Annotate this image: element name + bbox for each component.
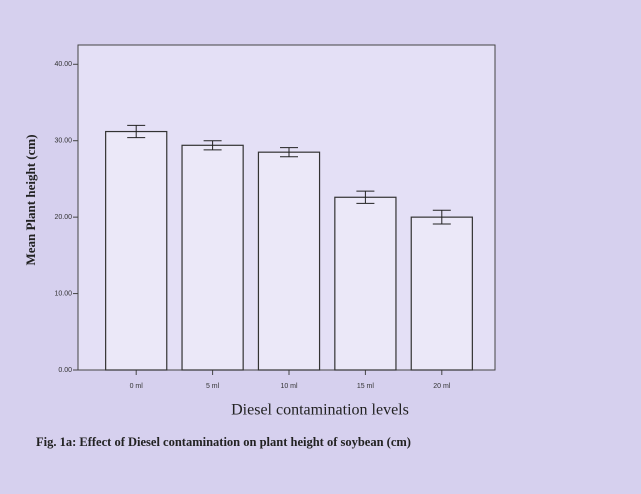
y-tick-label: 40.00 — [54, 61, 72, 68]
error-bar — [432, 209, 451, 225]
x-tick-label: 15 ml — [357, 383, 375, 390]
error-bar — [203, 140, 222, 151]
error-bar — [356, 190, 375, 204]
bar — [410, 216, 473, 371]
bar — [181, 144, 244, 371]
bar — [105, 130, 168, 371]
y-axis-label: Mean Plant height (cm) — [23, 134, 38, 265]
bar — [257, 151, 321, 371]
bar — [334, 196, 397, 371]
error-bar — [280, 147, 298, 158]
x-tick-label: 5 ml — [206, 383, 220, 390]
y-tick-label: 0.00 — [58, 367, 72, 374]
y-tick-label: 10.00 — [54, 290, 72, 297]
x-tick-label: 10 ml — [280, 383, 298, 390]
y-tick-label: 20.00 — [54, 214, 72, 221]
x-tick-label: 20 ml — [433, 383, 451, 390]
x-tick-label: 0 ml — [130, 383, 144, 390]
x-axis-label: Diesel contamination levels — [231, 402, 409, 419]
caption: Fig. 1a: Effect of Diesel contamination … — [36, 435, 411, 449]
y-tick-label: 30.00 — [54, 138, 72, 145]
error-bar — [127, 124, 146, 139]
